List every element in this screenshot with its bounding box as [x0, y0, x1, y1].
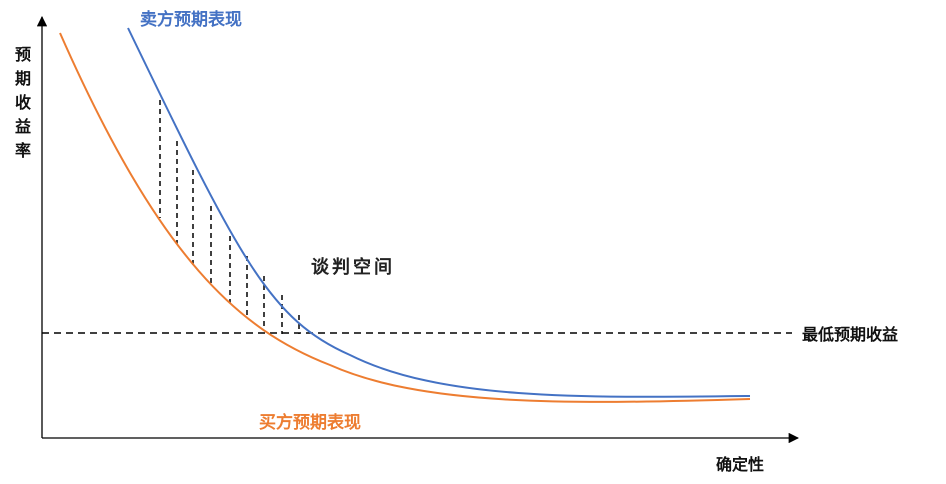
negotiation-zone-hatching — [159, 100, 300, 334]
y-axis-label-char: 收 — [15, 93, 31, 112]
negotiation-zone-label: 谈判空间 — [311, 256, 395, 278]
buyer-curve-label: 买方预期表现 — [259, 412, 361, 433]
seller-curve-label: 卖方预期表现 — [140, 9, 242, 30]
y-axis-label: 预 期 收 益 率 — [15, 45, 31, 160]
y-axis-label-char: 预 — [15, 45, 31, 64]
min-return-label: 最低预期收益 — [802, 325, 898, 344]
y-axis-label-char: 率 — [15, 141, 31, 160]
y-axis-label-char: 期 — [15, 69, 31, 88]
y-axis-label-char: 益 — [15, 117, 31, 136]
x-axis-label: 确定性 — [716, 455, 764, 474]
buyer-curve — [59, 32, 751, 403]
seller-curve — [127, 27, 751, 398]
